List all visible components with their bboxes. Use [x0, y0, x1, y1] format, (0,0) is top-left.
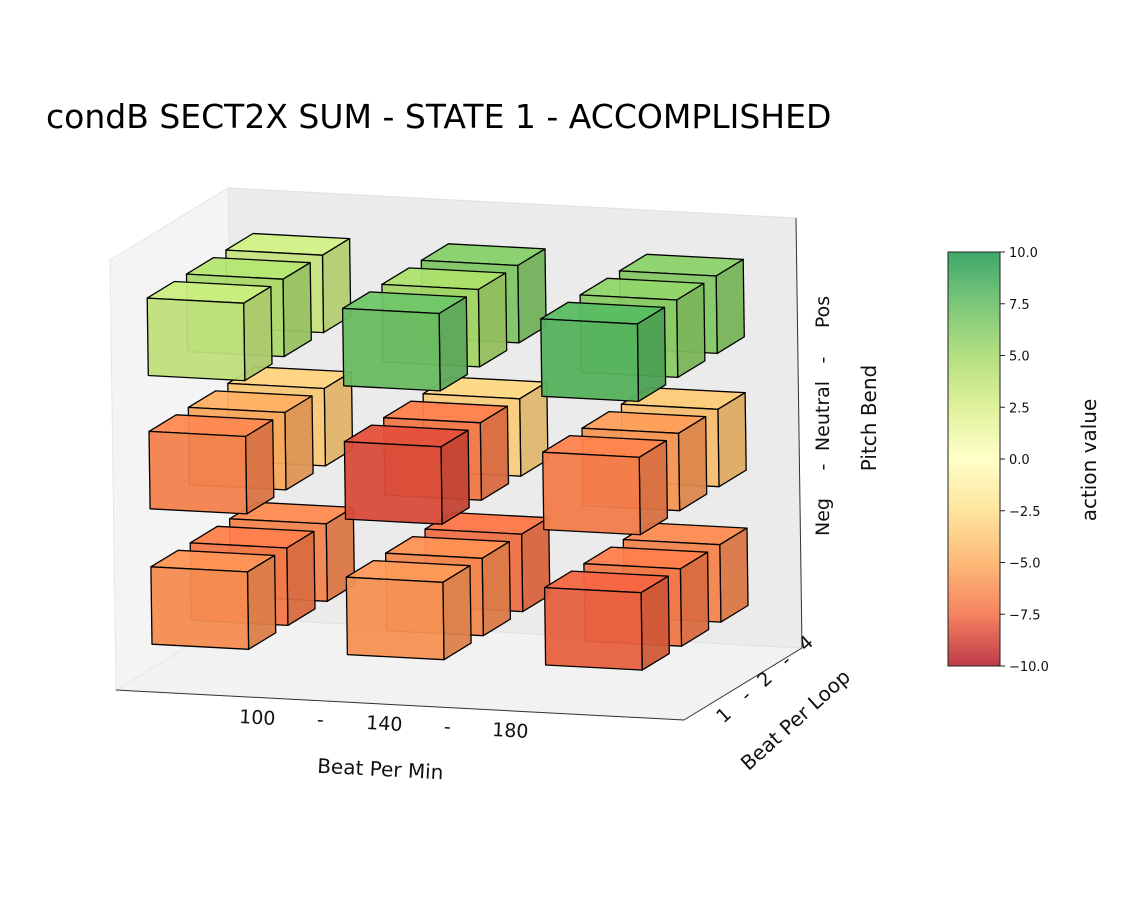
x-axis-line — [115, 689, 685, 721]
bar-side-face — [438, 296, 469, 392]
colorbar-tick-label: −10.0 — [1009, 660, 1049, 675]
colorbar-label: action value — [1077, 399, 1101, 522]
x-tick-label: 180 — [492, 719, 529, 743]
bar-side-face — [636, 306, 667, 403]
bar-side-face — [282, 262, 312, 358]
colorbar-tick-label: 5.0 — [1009, 350, 1030, 365]
z-axis-label: Pitch Bend — [857, 365, 881, 471]
bar-140-1-neutral — [343, 424, 470, 525]
bar-100-1-neutral — [148, 414, 275, 515]
z-tick-label: - — [812, 357, 834, 364]
y-tick-label: - — [736, 685, 756, 706]
bar-side-face — [284, 395, 314, 491]
z-tick-label: Neg — [812, 498, 834, 536]
z-tick-label: Neutral — [812, 381, 834, 451]
bar-side-face — [477, 272, 508, 368]
colorbar-tick-label: 0.0 — [1009, 453, 1030, 468]
bar-side-face — [481, 541, 512, 637]
bar-side-face — [676, 282, 706, 379]
bar-100-1-pos — [146, 280, 273, 382]
z-tick-label: Pos — [812, 296, 834, 328]
bar-side-face — [677, 416, 708, 512]
y-axis-line — [683, 647, 803, 721]
bar-140-1-pos — [341, 291, 469, 392]
bar-front-face — [343, 441, 443, 525]
bar-140-1-neg — [345, 559, 472, 661]
bar-side-face — [719, 527, 749, 623]
bar-180-1-pos — [540, 301, 667, 403]
colorbar-tick-label: 10.0 — [1009, 246, 1038, 261]
bar-front-face — [540, 318, 640, 403]
y-tick-label: 1 — [712, 703, 736, 727]
bar-front-face — [543, 586, 643, 671]
bar-180-1-neg — [543, 570, 670, 671]
colorbar-tick-label: 7.5 — [1009, 298, 1030, 313]
y-tick-label: 2 — [753, 667, 777, 691]
bar-side-face — [717, 392, 747, 488]
bar-front-face — [341, 307, 441, 392]
x-tick-label: 100 — [239, 706, 276, 730]
bar-front-face — [150, 566, 250, 650]
x-tick-label: - — [316, 709, 324, 731]
bar-front-face — [148, 430, 248, 515]
bar-side-face — [440, 429, 470, 525]
colorbar-tick-label: −7.5 — [1009, 608, 1041, 623]
bar-side-face — [679, 551, 710, 647]
colorbar: 10.0 7.5 5.0 2.5 0.0 −2.5 −5.0 −7.5 −10.0 — [947, 246, 1049, 675]
colorbar-tick-label: −2.5 — [1009, 505, 1041, 520]
bar-180-1-neutral — [542, 434, 669, 536]
colorbar-scale — [947, 251, 1001, 667]
colorbar-tick-label: −5.0 — [1009, 557, 1041, 572]
bar-front-face — [146, 297, 246, 382]
x-tick-label: - — [443, 716, 451, 738]
x-axis-label: Beat Per Min — [317, 754, 444, 785]
z-tick-label: - — [812, 464, 834, 471]
bar-side-face — [442, 565, 472, 661]
x-tick-label: 140 — [366, 712, 403, 736]
bar-side-face — [244, 419, 275, 515]
bar-side-face — [243, 285, 273, 382]
bar-side-face — [638, 440, 669, 536]
bar-front-face — [345, 576, 445, 661]
bar-100-1-neg — [150, 549, 277, 650]
y-tick-label: 4 — [794, 631, 818, 655]
bar-side-face — [640, 575, 670, 671]
colorbar-tick-label: 2.5 — [1009, 401, 1030, 416]
y-axis-label: Beat Per Loop — [736, 664, 855, 775]
bar-side-face — [286, 530, 316, 627]
bar-front-face — [542, 451, 641, 536]
bars-group — [146, 232, 749, 671]
bar-side-face — [715, 258, 745, 355]
z-axis-line — [795, 217, 803, 649]
chart-title: condB SECT2X SUM - STATE 1 - ACCOMPLISHE… — [46, 97, 831, 136]
bar-side-face — [479, 405, 510, 501]
bar-side-face — [246, 554, 277, 650]
